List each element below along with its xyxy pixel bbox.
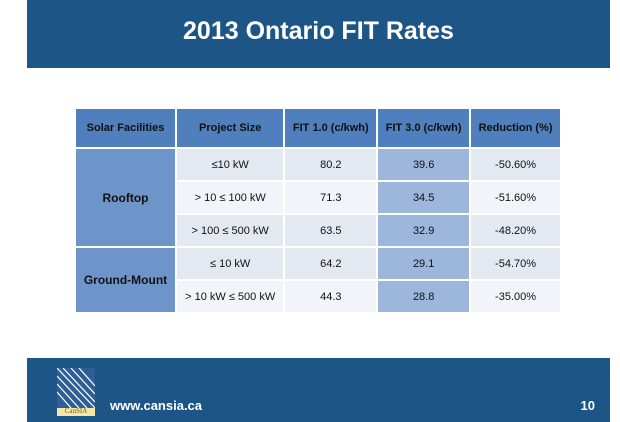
group-label: Rooftop	[74, 147, 177, 248]
column-header: Reduction (%)	[469, 107, 562, 149]
table-cell: 28.8	[376, 279, 472, 314]
website-url: www.cansia.ca	[110, 398, 203, 413]
table-row: > 10 kW ≤ 500 kW 44.3 28.8 -35.00%	[75, 279, 562, 314]
header-row: Solar Facilities Project Size FIT 1.0 (c/k…	[74, 107, 562, 149]
table-cell: 29.1	[376, 246, 472, 281]
page-number: 10	[580, 398, 595, 413]
table-body: Rooftop ≤10 kW 80.2 39.6 -50.60% > 10 ≤ 100 k…	[74, 147, 562, 314]
table-cell: -35.00%	[469, 279, 562, 314]
table-row: Rooftop ≤10 kW 80.2 39.6 -50.60%	[74, 147, 562, 248]
table-cell: > 10 ≤ 100 kW	[174, 180, 286, 215]
logo-graphic	[57, 368, 95, 409]
table-cell: -51.60%	[469, 180, 562, 215]
group-label: Ground-Mount	[74, 246, 177, 314]
table-cell: -54.70%	[469, 246, 562, 281]
column-header: FIT 3.0 (c/kwh)	[376, 107, 472, 149]
table-cell: 39.6	[376, 147, 472, 182]
logo: CanSIA	[57, 368, 95, 416]
table-cell: -48.20%	[469, 213, 562, 248]
table-cell: 34.5	[376, 180, 472, 215]
table-cell: 71.3	[283, 180, 379, 215]
logo-text: CanSIA	[64, 407, 88, 415]
table-cell: -50.60%	[469, 147, 562, 182]
table-cell: 80.2	[283, 147, 379, 182]
column-header: FIT 1.0 (c/kwh)	[283, 107, 379, 149]
logo-stripes	[57, 368, 95, 409]
rates-table: Solar Facilities Project Size FIT 1.0 (c/k…	[74, 107, 562, 314]
table-cell: 44.3	[283, 279, 379, 314]
table-cell: 63.5	[283, 213, 379, 248]
table-row: > 100 ≤ 500 kW 63.5 32.9 -48.20%	[75, 213, 562, 248]
slide-title: 2013 Ontario FIT Rates	[183, 17, 454, 45]
column-header: Solar Facilities	[74, 107, 177, 149]
table-row: Ground-Mount ≤ 10 kW 64.2 29.1 -54.70%	[74, 246, 562, 314]
table-cell: ≤ 10 kW	[174, 246, 286, 281]
table-cell: ≤10 kW	[174, 147, 286, 182]
header-banner: 2013 Ontario FIT Rates	[27, 0, 610, 68]
footer-banner: CanSIA www.cansia.ca 10	[27, 358, 610, 422]
table-cell: 64.2	[283, 246, 379, 281]
table-cell: > 10 kW ≤ 500 kW	[174, 279, 286, 314]
table-cell: 32.9	[376, 213, 472, 248]
table-cell: > 100 ≤ 500 kW	[174, 213, 286, 248]
table-row: > 10 ≤ 100 kW 71.3 34.5 -51.60%	[75, 180, 562, 215]
column-header: Project Size	[174, 107, 286, 149]
